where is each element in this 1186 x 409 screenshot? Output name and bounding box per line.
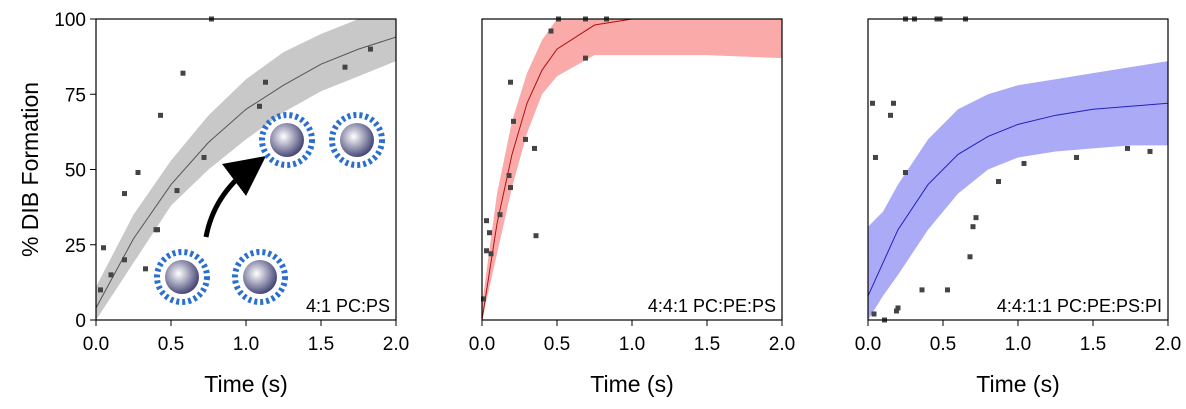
data-point	[488, 251, 494, 257]
data-point	[368, 46, 373, 52]
x-tick-label: 0.0	[469, 334, 495, 355]
data-point	[894, 308, 899, 314]
data-point	[263, 79, 268, 85]
x-tick-label: 0.5	[158, 334, 184, 355]
fit-line	[868, 102, 1168, 297]
illustration	[154, 112, 385, 305]
y-tick-label: 75	[65, 85, 86, 106]
data-point	[888, 112, 893, 118]
data-point	[870, 100, 875, 106]
data-point	[122, 191, 127, 197]
data-point	[101, 245, 106, 251]
data-point	[506, 173, 512, 179]
confidence-band	[868, 61, 1168, 320]
data-point	[548, 28, 554, 34]
data-point	[871, 311, 877, 317]
fit-line	[482, 19, 782, 320]
y-tick-label: 0	[75, 311, 86, 332]
data-point	[1147, 148, 1153, 154]
data-point	[484, 248, 489, 254]
data-point	[174, 188, 180, 194]
annotation: 4:4:1:1 PC:PE:PS:PI	[997, 296, 1162, 316]
x-tick-label: 1.0	[233, 334, 259, 355]
data-point	[108, 272, 114, 278]
data-point	[973, 215, 979, 221]
data-point	[155, 227, 160, 233]
data-point	[903, 170, 908, 176]
y-tick-label: 25	[65, 236, 86, 257]
data-point	[135, 170, 141, 176]
data-point	[873, 154, 878, 160]
x-axis-label: Time (s)	[590, 371, 673, 397]
confidence-band	[96, 19, 396, 320]
data-point	[497, 212, 503, 218]
annotation: 4:1 PC:PS	[306, 296, 390, 316]
data-point	[967, 254, 973, 260]
data-point	[201, 154, 207, 160]
x-tick-label: 1.0	[619, 334, 645, 355]
data-point	[508, 79, 513, 85]
data-point	[523, 136, 528, 142]
plot-frame	[481, 18, 783, 321]
confidence-band	[482, 19, 782, 320]
data-point	[1125, 145, 1130, 151]
data-point	[1021, 160, 1027, 166]
data-point	[487, 230, 492, 236]
data-point	[143, 266, 148, 272]
data-point	[98, 287, 103, 293]
vesicle	[232, 249, 288, 305]
x-tick-label: 0.0	[83, 334, 109, 355]
data-point	[583, 55, 588, 61]
x-tick-label: 0.5	[930, 334, 956, 355]
data-point	[919, 287, 925, 293]
data-point	[158, 112, 163, 118]
data-point	[532, 145, 537, 151]
x-tick-label: 2.0	[383, 334, 409, 355]
panel: 0.0 0.5 1.0 1.5 2.0 0 25 50 75 100 Time (s) % DIB F…	[17, 10, 409, 397]
x-tick-label: 1.0	[1005, 334, 1031, 355]
vesicle	[259, 112, 315, 168]
x-tick-label: 0.5	[544, 334, 570, 355]
data-point	[533, 233, 539, 239]
x-axis-label: Time (s)	[204, 371, 287, 397]
x-axis-label: Time (s)	[976, 371, 1059, 397]
data-point	[996, 179, 1001, 185]
y-axis-label: % DIB Formation	[17, 82, 43, 257]
data-point	[1074, 154, 1079, 160]
data-point	[342, 64, 348, 70]
y-tick-label: 50	[65, 161, 86, 182]
data-point	[895, 305, 901, 311]
arrow	[203, 155, 266, 238]
data-point	[122, 257, 127, 263]
data-point	[891, 100, 896, 106]
data-point	[257, 103, 262, 109]
vesicle	[154, 249, 210, 305]
panel: 0.0 0.5 1.0 1.5 2.0 Time (s) 4:4:1:1 PC:PE:PS:…	[855, 16, 1181, 397]
x-tick-label: 1.5	[1080, 334, 1106, 355]
y-tick-label: 100	[54, 10, 86, 31]
data-point	[508, 185, 513, 191]
x-tick-label: 2.0	[1155, 334, 1181, 355]
vesicle	[329, 112, 385, 168]
x-tick-label: 1.5	[308, 334, 334, 355]
data-point	[511, 118, 516, 124]
data-point	[481, 296, 486, 302]
data-point	[484, 218, 489, 224]
annotation: 4:4:1 PC:PE:PS	[648, 296, 776, 316]
x-tick-label: 1.5	[694, 334, 720, 355]
x-tick-label: 0.0	[855, 334, 881, 355]
x-tick-label: 2.0	[769, 334, 795, 355]
data-point	[970, 224, 976, 230]
fit-line	[96, 36, 396, 309]
panel: 0.0 0.5 1.0 1.5 2.0 Time (s) 4:4:1 PC:PE:PS	[469, 16, 795, 397]
data-point	[945, 287, 950, 293]
data-point	[180, 70, 186, 76]
